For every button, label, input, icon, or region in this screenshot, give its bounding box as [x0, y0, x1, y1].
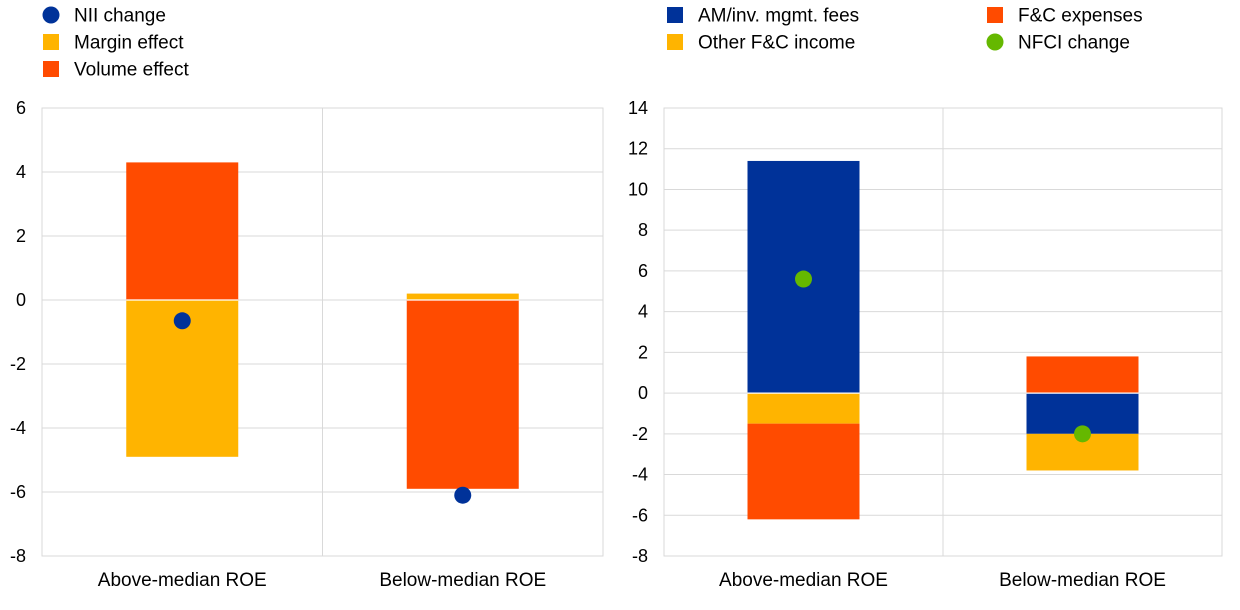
y-tick-label: -8 [10, 546, 26, 566]
legend-marker-square [43, 61, 59, 77]
legend-label: F&C expenses [1018, 6, 1143, 27]
bar-f-c-expenses-above-median-roe [747, 423, 860, 520]
legend-marker-circle [42, 6, 60, 24]
y-tick-label: -6 [632, 505, 648, 525]
legend-label: Other F&C income [698, 33, 855, 54]
y-tick-label: 10 [628, 179, 648, 199]
legend-marker-square [667, 34, 683, 50]
legend-marker-square [43, 34, 59, 50]
chart-nii: 6 4 2 0 -2 -4 -6 -8 Above-median ROE Below-median… [10, 6, 604, 591]
y-tick-label: 12 [628, 139, 648, 159]
legend-item-nfci-change: NFCI change [986, 33, 1130, 54]
legend-item-f-c-expenses: F&C expenses [987, 6, 1143, 27]
y-tick-label: 6 [16, 98, 26, 118]
point-nfci-change-below-median-roe [1074, 425, 1091, 443]
legend-item-nii-change: NII change [42, 6, 166, 27]
legend-marker-circle [986, 33, 1004, 51]
x-tick-label: Below-median ROE [999, 570, 1166, 591]
bar-other-f-c-income-above-median-roe [747, 393, 860, 424]
y-tick-label: -6 [10, 482, 26, 502]
legend-label: NFCI change [1018, 33, 1130, 54]
x-tick-label: Below-median ROE [379, 570, 546, 591]
y-tick-label: 4 [638, 302, 648, 322]
legend-label: NII change [74, 6, 166, 27]
y-tick-label: 2 [638, 342, 648, 362]
y-tick-label: -2 [632, 424, 648, 444]
y-tick-label: 2 [16, 226, 26, 246]
bar-volume-effect-above-median-roe [126, 162, 239, 300]
y-tick-label: 4 [16, 162, 26, 182]
legend-marker-square [667, 7, 683, 23]
point-nii-change-below-median-roe [454, 486, 472, 504]
bar-volume-effect-below-median-roe [406, 300, 519, 489]
legend-item-margin-effect: Margin effect [43, 33, 184, 54]
y-tick-label: -4 [10, 418, 26, 438]
y-tick-label: 0 [16, 290, 26, 310]
y-tick-label: 8 [638, 220, 648, 240]
bar-margin-effect-below-median-roe [406, 293, 519, 300]
y-tick-label: -4 [632, 465, 648, 485]
chart-nfci: 14 12 10 8 6 4 2 0 -2 -4 -6 -8 Above-median ROE Below… [628, 6, 1223, 591]
legend-label: Margin effect [74, 33, 184, 54]
legend-marker-square [987, 7, 1003, 23]
legend-label: AM/inv. mgmt. fees [698, 6, 859, 27]
y-tick-label: -2 [10, 354, 26, 374]
y-tick-label: -8 [632, 546, 648, 566]
x-tick-label: Above-median ROE [98, 570, 267, 591]
bar-f-c-expenses-below-median-roe [1026, 356, 1139, 394]
x-tick-label: Above-median ROE [719, 570, 888, 591]
legend-label: Volume effect [74, 60, 190, 81]
y-tick-label: 0 [638, 383, 648, 403]
point-nfci-change-above-median-roe [795, 270, 812, 288]
legend-item-am-inv-mgmt-fees: AM/inv. mgmt. fees [667, 6, 859, 27]
legend-item-volume-effect: Volume effect [43, 60, 190, 81]
y-tick-label: 6 [638, 261, 648, 281]
y-tick-label: 14 [628, 98, 648, 118]
legend-item-other-f-c-income: Other F&C income [667, 33, 855, 54]
point-nii-change-above-median-roe [173, 312, 191, 330]
